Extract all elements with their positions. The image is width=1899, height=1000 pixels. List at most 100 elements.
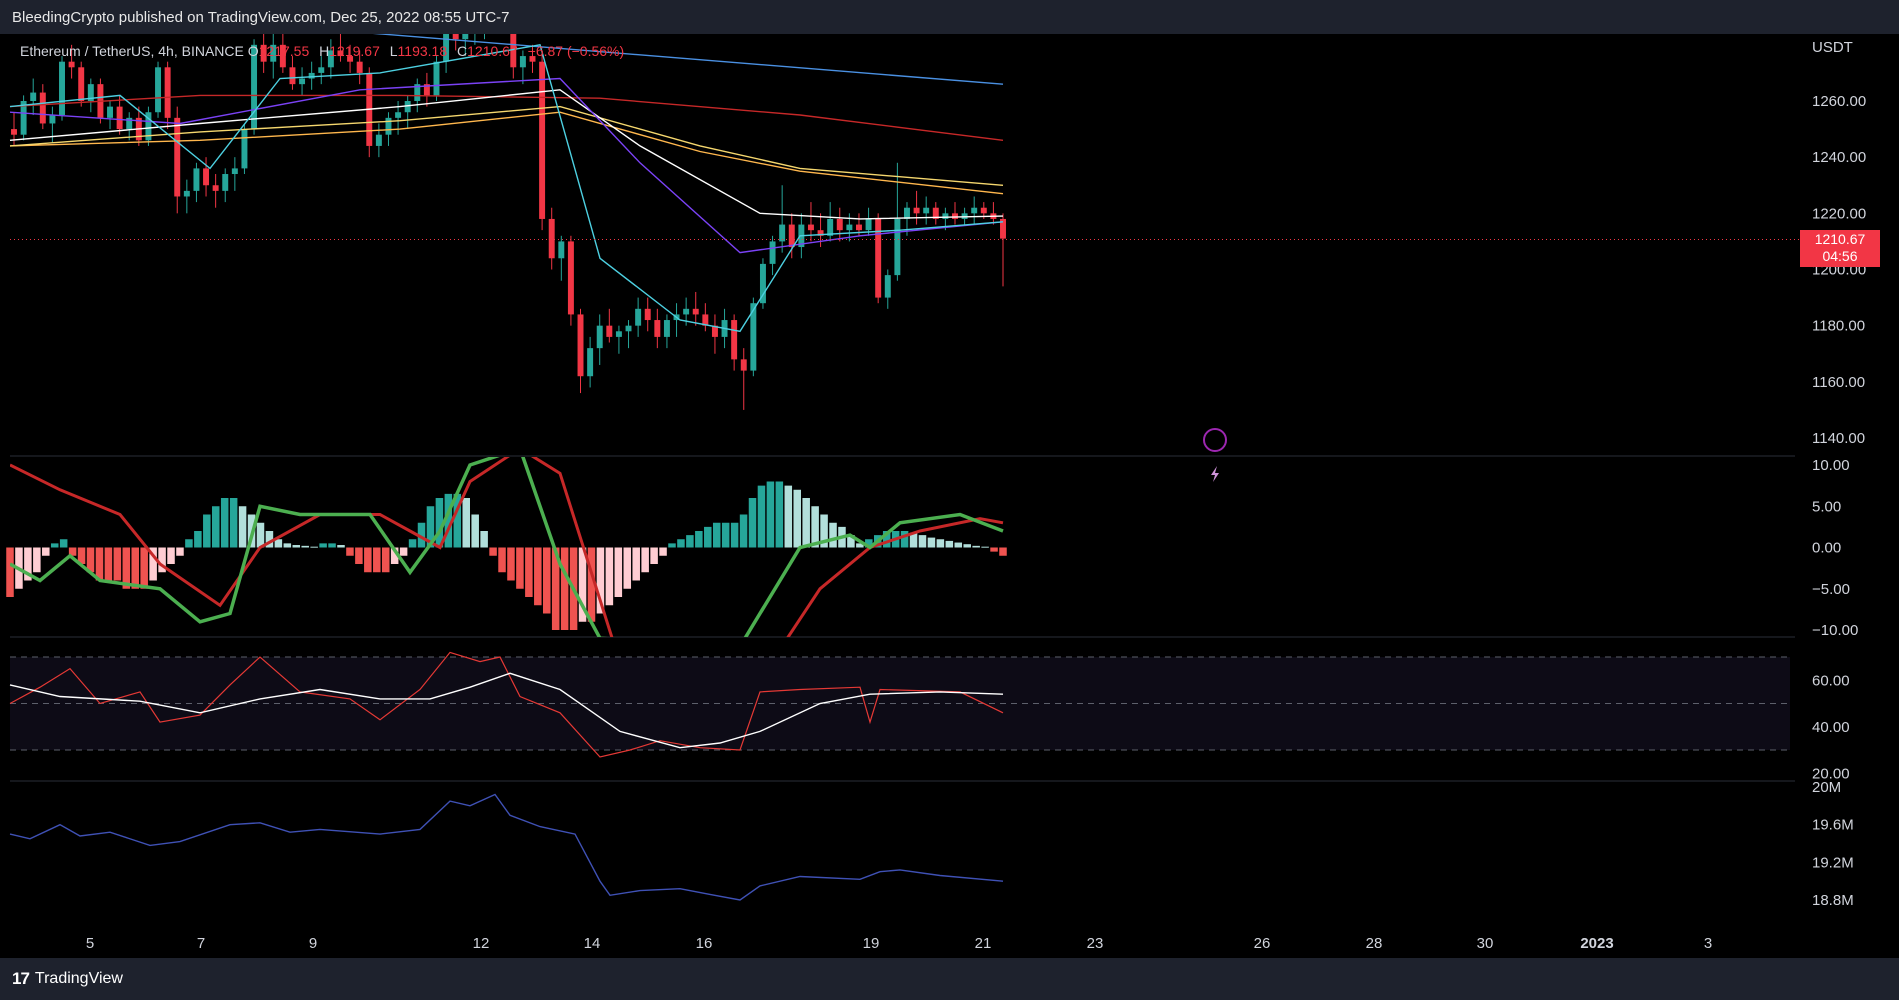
macd-histogram-bar bbox=[122, 547, 131, 589]
candle-body bbox=[577, 314, 584, 377]
macd-histogram-bar bbox=[927, 537, 936, 548]
candle-body bbox=[952, 213, 958, 219]
candle-body bbox=[519, 56, 526, 68]
candle-body bbox=[414, 84, 421, 101]
candle bbox=[740, 348, 747, 410]
price-axis-tick: 1160.00 bbox=[1812, 374, 1865, 391]
macd-axis-tick: 5.00 bbox=[1812, 498, 1841, 515]
candle-body bbox=[241, 129, 248, 169]
macd-histogram-bar bbox=[373, 547, 381, 573]
candle-body bbox=[740, 359, 747, 371]
candle bbox=[644, 297, 651, 332]
candle-body bbox=[817, 230, 824, 236]
rsi-axis-tick: 60.00 bbox=[1812, 672, 1850, 689]
candle-body bbox=[164, 67, 171, 118]
candle-body bbox=[193, 168, 200, 191]
macd-histogram-bar bbox=[77, 547, 86, 564]
macd-line bbox=[10, 457, 1004, 637]
macd-histogram-bar bbox=[507, 547, 515, 581]
ema-line-yellow bbox=[9, 105, 1004, 186]
candle bbox=[961, 207, 968, 225]
macd-histogram-bar bbox=[793, 489, 802, 548]
price-axis-tick: 1260.00 bbox=[1812, 93, 1866, 110]
candle bbox=[260, 34, 267, 73]
macd-histogram-bar bbox=[981, 546, 989, 548]
macd-histogram-bar bbox=[668, 543, 676, 548]
candle-body bbox=[913, 207, 920, 214]
candle-body bbox=[260, 44, 267, 62]
rsi-line bbox=[9, 651, 1004, 758]
candle-body bbox=[529, 56, 536, 62]
published-text: BleedingCrypto published on TradingView.… bbox=[12, 9, 510, 26]
candle bbox=[788, 213, 795, 259]
macd-histogram-bar bbox=[766, 481, 775, 548]
macd-histogram-bar bbox=[444, 493, 453, 548]
candle-body bbox=[433, 61, 440, 96]
macd-histogram-bar bbox=[355, 547, 363, 564]
time-axis-label: 2023 bbox=[1580, 935, 1613, 952]
macd-histogram-bar bbox=[426, 506, 435, 548]
chart-canvas[interactable]: USDT1260.001240.001220.001200.001180.001… bbox=[0, 34, 1899, 958]
candle bbox=[327, 39, 334, 79]
time-axis-label: 30 bbox=[1477, 935, 1494, 952]
candle-body bbox=[375, 134, 382, 146]
macd-histogram-bar bbox=[542, 547, 551, 614]
candle bbox=[318, 56, 325, 85]
candle bbox=[558, 235, 565, 281]
candle-body bbox=[1000, 218, 1006, 239]
time-axis-label: 23 bbox=[1087, 935, 1104, 952]
macd-histogram-bar bbox=[999, 547, 1007, 556]
macd-histogram-bar bbox=[909, 532, 918, 548]
macd-histogram-bar bbox=[211, 506, 220, 548]
macd-histogram-bar bbox=[301, 545, 309, 548]
footer-bar: 17 TradingView bbox=[0, 958, 1899, 1000]
candle bbox=[606, 308, 613, 343]
candle bbox=[567, 235, 574, 326]
macd-histogram-bar bbox=[954, 542, 963, 548]
macd-histogram-bar bbox=[113, 547, 122, 581]
candle-body bbox=[855, 224, 862, 231]
rsi-band-fill bbox=[10, 657, 1790, 750]
candle-body bbox=[759, 263, 766, 304]
macd-histogram-bar bbox=[265, 531, 274, 548]
tradingview-logo[interactable]: 17 TradingView bbox=[12, 969, 123, 989]
macd-histogram-bar bbox=[453, 493, 462, 548]
candle bbox=[769, 235, 776, 276]
candle bbox=[452, 34, 459, 51]
obv-axis-tick: 18.8M bbox=[1812, 892, 1854, 909]
candle-body bbox=[961, 213, 968, 219]
macd-histogram-bar bbox=[337, 545, 345, 548]
candle bbox=[827, 202, 834, 242]
candle bbox=[635, 297, 642, 337]
macd-histogram-bar bbox=[820, 514, 828, 548]
candle bbox=[577, 308, 584, 394]
last-price-value: 1210.67 bbox=[1814, 231, 1866, 247]
ema-line-purple bbox=[9, 77, 1004, 254]
macd-histogram-bar bbox=[68, 547, 77, 556]
candle-body bbox=[510, 34, 517, 68]
candle-body bbox=[587, 348, 594, 377]
candle-body bbox=[183, 190, 190, 197]
candle bbox=[289, 56, 296, 90]
tradingview-logo-icon: 17 bbox=[12, 969, 30, 988]
price-axis-tick: 1180.00 bbox=[1812, 318, 1865, 335]
macd-histogram-bar bbox=[918, 535, 927, 548]
candle-body bbox=[116, 106, 123, 130]
candle-body bbox=[318, 67, 325, 73]
candle-body bbox=[846, 224, 853, 231]
macd-histogram-bar bbox=[704, 526, 712, 548]
macd-histogram-bar bbox=[131, 547, 140, 589]
candle-body bbox=[174, 117, 181, 197]
candle-body bbox=[884, 275, 891, 298]
macd-histogram-bar bbox=[784, 485, 793, 548]
candle bbox=[279, 34, 286, 73]
macd-histogram-bar bbox=[587, 547, 596, 622]
symbol-name[interactable]: Ethereum / TetherUS, 4h, BINANCE bbox=[20, 43, 244, 59]
macd-histogram-bar bbox=[95, 547, 104, 581]
macd-histogram-bar bbox=[686, 535, 694, 548]
macd-histogram-bar bbox=[140, 547, 148, 589]
macd-histogram-bar bbox=[739, 514, 748, 548]
macd-histogram-bar bbox=[990, 547, 998, 552]
candle-body bbox=[558, 241, 565, 259]
lightning-icon bbox=[1203, 428, 1227, 482]
